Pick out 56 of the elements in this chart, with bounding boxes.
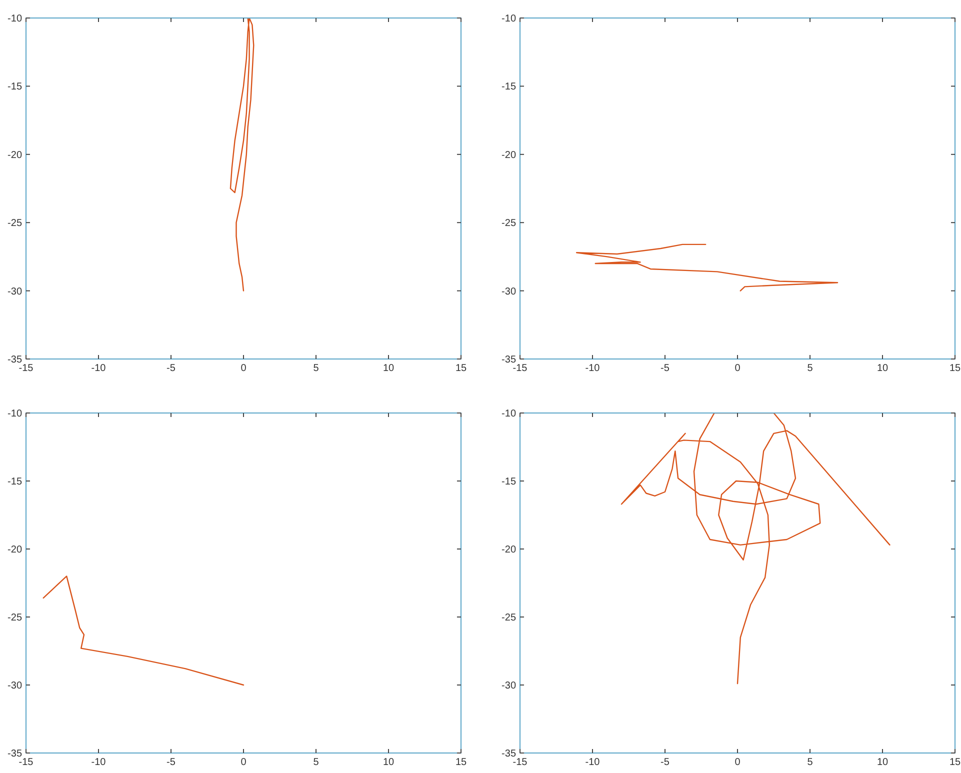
x-tick-label: 10 bbox=[382, 757, 394, 768]
x-tick-label: -5 bbox=[660, 757, 670, 768]
y-tick-label: -15 bbox=[502, 82, 516, 93]
y-tick-label: -20 bbox=[8, 544, 22, 556]
x-tick-label: -10 bbox=[91, 363, 106, 374]
x-tick-label: -5 bbox=[166, 363, 176, 374]
x-tick-label: -15 bbox=[512, 757, 528, 768]
y-tick-label: -10 bbox=[502, 408, 516, 420]
y-tick-label: -10 bbox=[8, 408, 22, 420]
x-tick-label: 15 bbox=[949, 363, 961, 374]
y-tick-label: -20 bbox=[8, 150, 22, 161]
x-tick-label: -15 bbox=[18, 757, 34, 768]
y-tick-label: -10 bbox=[8, 14, 22, 24]
x-tick-label: 15 bbox=[455, 757, 467, 768]
x-tick-label: -10 bbox=[585, 363, 600, 374]
x-tick-label: 5 bbox=[313, 757, 320, 768]
x-tick-label: 0 bbox=[240, 757, 247, 768]
y-tick-label: -35 bbox=[8, 748, 22, 760]
x-tick-label: -15 bbox=[18, 363, 34, 374]
x-tick-label: 10 bbox=[876, 757, 888, 768]
y-tick-label: -20 bbox=[502, 150, 516, 161]
y-tick-label: -25 bbox=[502, 218, 516, 230]
x-tick-label: 10 bbox=[382, 363, 394, 374]
line-series bbox=[230, 18, 254, 292]
y-tick-label: -15 bbox=[502, 476, 516, 488]
x-tick-label: -15 bbox=[512, 363, 528, 374]
x-tick-label: 5 bbox=[313, 363, 320, 374]
y-tick-label: -20 bbox=[502, 544, 516, 556]
y-tick-label: -15 bbox=[8, 82, 22, 93]
x-tick-label: 5 bbox=[807, 757, 814, 768]
line-series bbox=[576, 244, 838, 292]
x-tick-label: -5 bbox=[166, 757, 176, 768]
y-tick-label: -25 bbox=[502, 612, 516, 624]
y-tick-label: -10 bbox=[502, 14, 516, 24]
x-tick-label: -5 bbox=[660, 363, 670, 374]
y-tick-label: -35 bbox=[8, 354, 22, 366]
x-tick-label: -10 bbox=[585, 757, 600, 768]
x-tick-label: 15 bbox=[949, 757, 961, 768]
x-tick-label: 10 bbox=[876, 363, 888, 374]
y-tick-label: -30 bbox=[8, 286, 22, 298]
line-series bbox=[620, 413, 890, 684]
y-tick-label: -30 bbox=[502, 286, 516, 298]
x-tick-label: 15 bbox=[455, 363, 467, 374]
y-tick-label: -35 bbox=[502, 748, 516, 760]
x-tick-label: 0 bbox=[734, 757, 741, 768]
y-tick-label: -30 bbox=[502, 680, 516, 692]
x-tick-label: 0 bbox=[734, 363, 741, 374]
x-tick-label: -10 bbox=[91, 757, 106, 768]
y-tick-label: -25 bbox=[8, 612, 22, 624]
y-tick-label: -30 bbox=[8, 680, 22, 692]
y-tick-label: -15 bbox=[8, 476, 22, 488]
line-series bbox=[42, 576, 244, 686]
y-tick-label: -35 bbox=[502, 354, 516, 366]
x-tick-label: 0 bbox=[240, 363, 247, 374]
x-tick-label: 5 bbox=[807, 363, 814, 374]
y-tick-label: -25 bbox=[8, 218, 22, 230]
